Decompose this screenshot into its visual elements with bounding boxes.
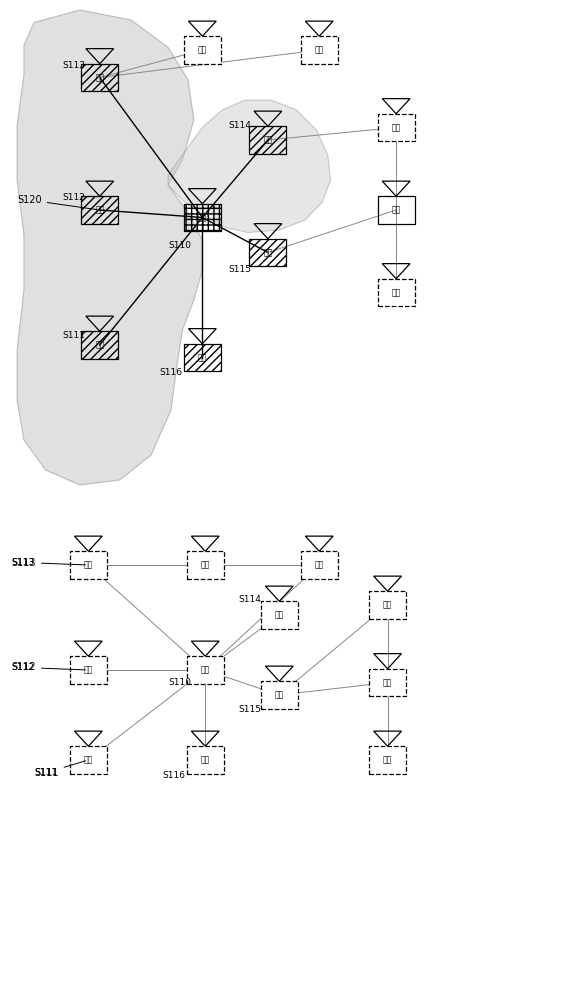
Text: 相机: 相机 <box>95 73 104 82</box>
Bar <box>184 36 221 64</box>
Text: 相机: 相机 <box>84 666 93 674</box>
Text: S116: S116 <box>162 770 185 780</box>
Text: S114: S114 <box>228 120 251 129</box>
Text: 相机: 相机 <box>263 248 272 257</box>
Text: S115: S115 <box>238 706 261 714</box>
Bar <box>369 746 406 774</box>
Text: S111: S111 <box>63 330 86 340</box>
Text: 相机: 相机 <box>95 340 104 350</box>
Bar <box>369 669 406 696</box>
Bar <box>377 279 415 306</box>
Text: S115: S115 <box>228 264 251 273</box>
Bar <box>184 344 221 371</box>
Text: 相机: 相机 <box>201 756 210 764</box>
Text: S116: S116 <box>160 368 182 377</box>
Text: S111: S111 <box>34 761 86 778</box>
Text: 相机: 相机 <box>95 206 104 215</box>
Text: 相机: 相机 <box>198 45 207 54</box>
Text: 相机: 相机 <box>383 756 392 764</box>
Bar <box>81 64 119 91</box>
Text: 相机: 相机 <box>198 213 207 222</box>
Text: S114: S114 <box>238 595 261 604</box>
Bar <box>377 196 415 224</box>
Text: 相机: 相机 <box>275 610 284 619</box>
Text: 相机: 相机 <box>383 678 392 687</box>
Bar <box>184 204 221 231</box>
Polygon shape <box>168 100 331 232</box>
Text: 相机: 相机 <box>392 123 401 132</box>
Bar <box>70 746 107 774</box>
Bar <box>70 551 107 579</box>
Text: 相机: 相机 <box>201 666 210 674</box>
Text: 相机: 相机 <box>263 135 272 144</box>
Bar <box>377 114 415 141</box>
Text: 相机: 相机 <box>392 206 401 215</box>
Text: 相机: 相机 <box>84 756 93 764</box>
Text: S110: S110 <box>168 678 191 687</box>
Bar <box>187 656 224 684</box>
Text: S112: S112 <box>11 662 86 672</box>
Bar <box>187 746 224 774</box>
Bar <box>81 196 119 224</box>
Text: 相机: 相机 <box>201 560 210 570</box>
Bar <box>70 656 107 684</box>
Text: S113: S113 <box>11 558 86 568</box>
Text: S110: S110 <box>168 240 191 249</box>
Text: S113: S113 <box>11 558 34 567</box>
Text: S111: S111 <box>34 768 57 777</box>
Text: 相机: 相机 <box>198 353 207 362</box>
Text: 相机: 相机 <box>392 288 401 297</box>
Bar <box>301 551 337 579</box>
Text: S112: S112 <box>11 663 34 672</box>
Bar <box>250 126 286 154</box>
Text: 相机: 相机 <box>383 600 392 609</box>
Text: 相机: 相机 <box>275 690 284 700</box>
Text: 相机: 相机 <box>84 560 93 570</box>
Text: 相机: 相机 <box>315 560 324 570</box>
Bar <box>301 36 337 64</box>
Bar <box>187 551 224 579</box>
Text: 相机: 相机 <box>315 45 324 54</box>
Polygon shape <box>17 10 202 485</box>
Bar <box>261 601 298 629</box>
Bar <box>81 331 119 359</box>
Text: S113: S113 <box>63 60 86 70</box>
Bar <box>369 591 406 619</box>
Bar <box>261 681 298 709</box>
Text: S120: S120 <box>17 195 97 210</box>
Text: S112: S112 <box>63 193 86 202</box>
Bar <box>250 239 286 266</box>
